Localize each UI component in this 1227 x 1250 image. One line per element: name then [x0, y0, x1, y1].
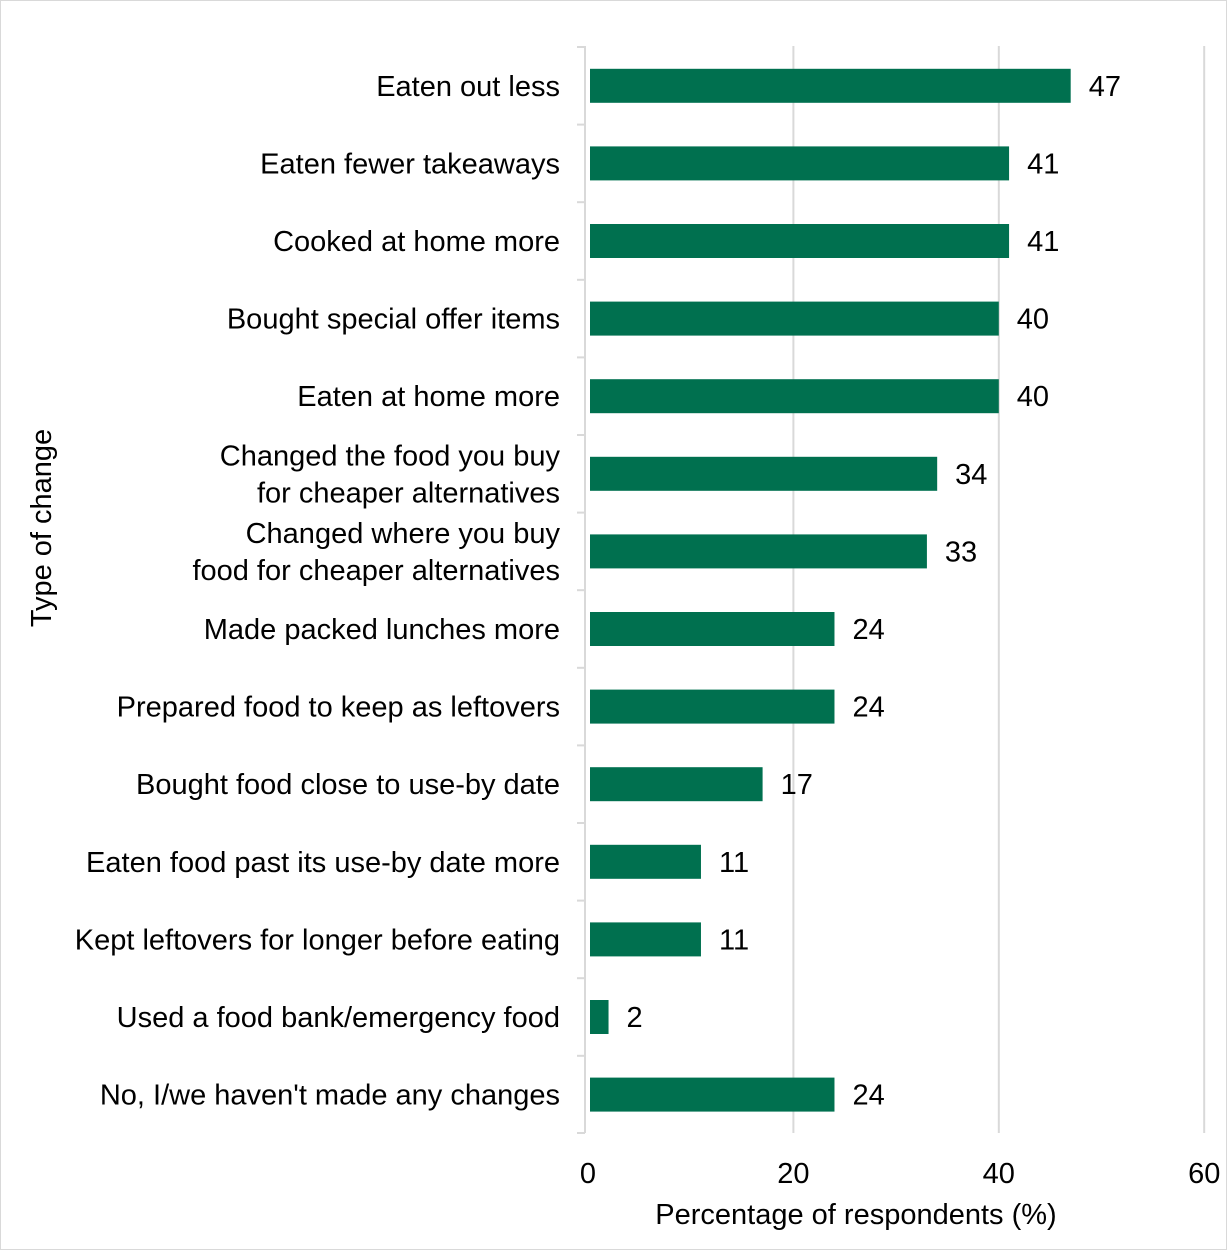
- category-label: Changed where you buy food for cheaper al…: [192, 518, 560, 587]
- category-label-line: Prepared food to keep as leftovers: [117, 692, 560, 724]
- category-label: Prepared food to keep as leftovers: [117, 692, 560, 724]
- value-label: 47: [1089, 71, 1121, 103]
- y-axis-title: Type of change: [26, 429, 58, 627]
- value-label: 34: [955, 459, 987, 491]
- bar: [590, 1077, 835, 1112]
- x-tick-label: 20: [777, 1158, 809, 1190]
- x-tick-label: 0: [580, 1158, 596, 1190]
- category-label-line: Bought special offer items: [227, 304, 560, 336]
- value-label: 41: [1027, 226, 1059, 258]
- category-label: Changed the food you buy for cheaper alte…: [220, 440, 561, 509]
- category-label-line: Bought food close to use-by date: [136, 769, 560, 801]
- value-label: 40: [1017, 304, 1049, 336]
- category-label: Cooked at home more: [273, 226, 560, 258]
- category-label-line: Eaten out less: [376, 71, 560, 103]
- category-label-line: Eaten at home more: [297, 381, 560, 413]
- category-label-line: Used a food bank/emergency food: [117, 1002, 560, 1034]
- bars: [590, 68, 1071, 1112]
- category-labels: Eaten out less Eaten fewer takeaways Cooke…: [75, 71, 561, 1112]
- category-label: Used a food bank/emergency food: [117, 1002, 560, 1034]
- y-axis: [577, 46, 586, 1134]
- value-label: 17: [781, 769, 813, 801]
- category-label: Eaten out less: [376, 71, 560, 103]
- category-label: Eaten food past its use-by date more: [86, 847, 560, 879]
- bar: [590, 456, 938, 491]
- category-label-line: Kept leftovers for longer before eating: [75, 924, 560, 956]
- gridlines: [792, 46, 1206, 1133]
- value-label: 33: [945, 536, 977, 568]
- bar: [590, 534, 927, 569]
- category-label: Eaten fewer takeaways: [260, 148, 560, 180]
- x-axis-title: Percentage of respondents (%): [655, 1199, 1056, 1231]
- value-label: 11: [719, 847, 749, 879]
- category-label-line: Cooked at home more: [273, 226, 560, 258]
- category-label: Bought special offer items: [227, 304, 560, 336]
- category-label: Bought food close to use-by date: [136, 769, 560, 801]
- category-label-line: Eaten fewer takeaways: [260, 148, 560, 180]
- x-tick-label: 60: [1188, 1158, 1220, 1190]
- bar: [590, 379, 999, 414]
- category-label: Eaten at home more: [297, 381, 560, 413]
- value-label: 41: [1027, 148, 1059, 180]
- category-label-line: Changed the food you buy: [220, 440, 561, 472]
- bar: [590, 612, 835, 646]
- bar: [590, 844, 701, 879]
- bar: [590, 301, 999, 336]
- value-label: 24: [852, 1080, 884, 1112]
- bar: [590, 689, 835, 724]
- bar: [590, 224, 1010, 258]
- category-label: Kept leftovers for longer before eating: [75, 924, 560, 956]
- category-label-line: Made packed lunches more: [204, 614, 560, 646]
- bar: [590, 68, 1071, 103]
- bar: [590, 922, 701, 957]
- bar: [590, 146, 1010, 181]
- bar: [590, 767, 763, 802]
- category-label-line: food for cheaper alternatives: [192, 555, 560, 587]
- value-label: 40: [1017, 381, 1049, 413]
- x-tick-labels: 0 20 40 60: [580, 1158, 1220, 1190]
- value-label: 24: [852, 692, 884, 724]
- value-label: 2: [627, 1002, 643, 1034]
- x-tick-label: 40: [983, 1158, 1015, 1190]
- category-label-line: No, I/we haven't made any changes: [100, 1080, 560, 1112]
- category-label: No, I/we haven't made any changes: [100, 1080, 560, 1112]
- value-label: 24: [852, 614, 884, 646]
- bar: [590, 1000, 609, 1034]
- value-label: 11: [719, 924, 749, 956]
- category-label-line: Changed where you buy: [246, 518, 561, 550]
- category-label-line: Eaten food past its use-by date more: [86, 847, 560, 879]
- category-label: Made packed lunches more: [204, 614, 560, 646]
- value-labels: 47 41 41 40 40 34 33 24 24 17 11 11 2 24: [627, 71, 1121, 1112]
- category-label-line: for cheaper alternatives: [257, 477, 560, 509]
